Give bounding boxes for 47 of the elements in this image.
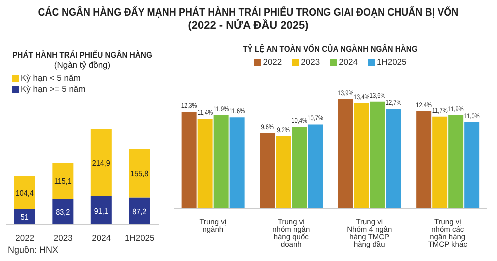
- bar: [432, 116, 448, 209]
- legend-label: 2022: [262, 57, 282, 67]
- bar: [416, 111, 432, 209]
- bar: [90, 196, 112, 225]
- legend-label: Kỳ hạn < 5 năm: [20, 73, 82, 83]
- legend-label: 1H2025: [376, 57, 407, 67]
- x-tick-label: 2022: [16, 233, 35, 244]
- bar: [370, 102, 386, 209]
- bar: [338, 100, 354, 209]
- text: Nguồn: HNX: [8, 245, 60, 255]
- data-label: 104,4: [16, 188, 35, 198]
- bar: [14, 209, 36, 225]
- bar: [260, 133, 276, 209]
- x-tick-label: 2023: [54, 233, 74, 244]
- bar: [276, 136, 292, 209]
- x-tick-label: 1H2025: [124, 233, 156, 244]
- chart-title: TỶ LỆ AN TOÀN VỐN CỦA NGÀNH NGÂN HÀNG: [242, 44, 419, 54]
- bar: [292, 127, 308, 209]
- bar: [129, 198, 150, 225]
- bar: [198, 119, 213, 209]
- data-label: 51: [20, 212, 29, 222]
- data-label: 155,8: [130, 169, 149, 179]
- bar: [386, 108, 402, 209]
- bar: [52, 163, 74, 199]
- data-label: 91,1: [94, 206, 108, 216]
- x-tick-label: 2024: [92, 233, 112, 244]
- data-label: 115,1: [54, 176, 72, 186]
- bar: [448, 115, 464, 209]
- legend-label: 2023: [300, 57, 320, 67]
- bar: [14, 176, 36, 210]
- chart-subtitle: (Ngàn tỷ đồng): [53, 60, 112, 70]
- bar: [230, 118, 245, 209]
- data-label: 214,9: [92, 158, 110, 168]
- bar: [354, 103, 370, 209]
- bar: [90, 129, 112, 197]
- data-label: 87,2: [132, 207, 147, 216]
- chart-title: PHÁT HÀNH TRÁI PHIẾU NGÂN HÀNG: [12, 50, 154, 60]
- bar: [308, 124, 324, 209]
- legend-label: Kỳ hạn >= 5 năm: [20, 84, 86, 94]
- legend-label: 2024: [338, 57, 358, 67]
- bar: [182, 112, 197, 209]
- data-label: 83,2: [56, 208, 70, 218]
- text: (2022 - NỬA ĐẦU 2025): [187, 20, 310, 32]
- bar: [129, 149, 150, 198]
- bar: [214, 115, 229, 209]
- text: CÁC NGÂN HÀNG ĐẨY MẠNH PHÁT HÀNH TRÁI PHIẾU TRONG GIAI ĐOẠN CHUẨN BỊ VỐN: [37, 7, 460, 19]
- bar: [464, 122, 480, 209]
